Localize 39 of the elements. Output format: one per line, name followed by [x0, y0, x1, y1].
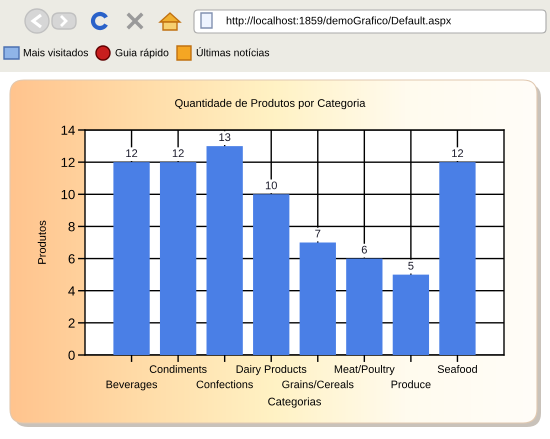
text: Últimas notícias [196, 47, 270, 56]
data-label: 7 [315, 230, 320, 238]
y-tick-label: 6 [68, 254, 75, 264]
x-tick-label: Confections [196, 380, 253, 388]
y-tick-label: 4 [68, 286, 75, 296]
x-axis-title: Categorias [268, 397, 321, 408]
x-tick-label: Produce [392, 380, 431, 388]
data-label: 5 [408, 262, 414, 270]
data-label: 12 [126, 149, 138, 158]
bar [253, 194, 290, 355]
x-tick-label: Meat/Poultry [334, 365, 395, 376]
y-tick-label: 2 [68, 318, 75, 328]
bar [392, 274, 430, 355]
y-tick-label: 12 [62, 158, 75, 167]
chart-title: Quantidade de Produtos por Categoria [175, 98, 366, 110]
x-tick-label: Grains/Cereals [282, 380, 354, 388]
bar [160, 162, 196, 355]
bar [113, 162, 150, 355]
bar [206, 146, 243, 355]
y-tick-label: 14 [62, 126, 75, 135]
text: http://localhost:1859/demoGrafico/Default.aspx [226, 16, 452, 27]
y-tick-label: 10 [62, 190, 75, 200]
text: Mais visitados [24, 48, 88, 56]
data-label: 10 [266, 181, 277, 190]
text: Guia rápido [116, 48, 168, 58]
bar [439, 162, 476, 355]
bar [300, 242, 336, 355]
data-label: 13 [219, 133, 230, 142]
data-label: 6 [362, 246, 367, 254]
data-label: 12 [172, 149, 184, 158]
y-tick-label: 0 [68, 350, 75, 360]
x-tick-label: Dairy Products [236, 365, 306, 376]
x-tick-label: Beverages [106, 380, 158, 390]
x-tick-label: Condiments [150, 365, 207, 373]
x-tick-label: Seafood [438, 365, 477, 373]
bar [346, 258, 382, 355]
data-label: 12 [452, 149, 464, 158]
y-tick-label: 8 [68, 222, 75, 232]
y-axis-title: Produtos [38, 220, 46, 264]
